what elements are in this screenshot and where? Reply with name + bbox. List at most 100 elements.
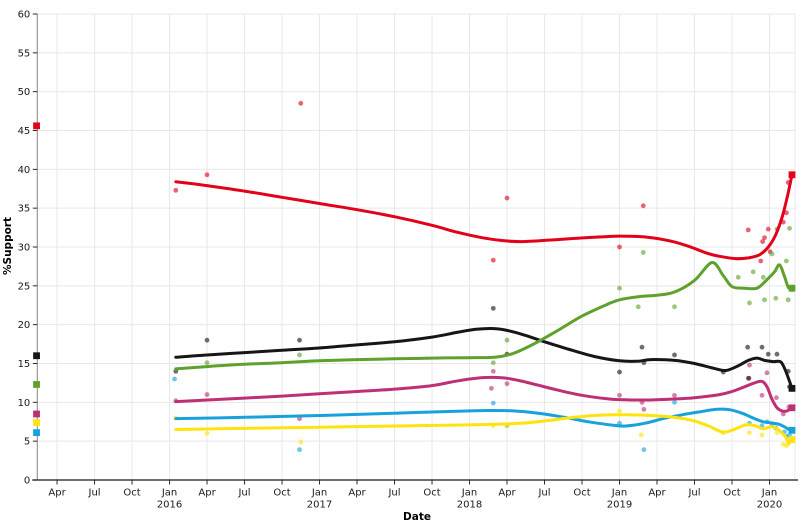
y-tick-label: 30 [18,243,31,254]
x-tick-label: Apr [648,488,666,499]
data-point [672,399,677,405]
series-red-start-marker [33,122,40,130]
data-point [617,392,622,398]
data-point [639,344,645,350]
series-black-end-marker [788,384,796,392]
data-point [764,370,770,376]
x-tick-label: Oct [723,488,740,499]
data-point [759,432,765,438]
y-tick-label: 0 [24,476,30,487]
data-point [747,300,752,306]
x-tick-label: Apr [48,488,66,499]
data-point [765,226,771,232]
data-point [635,304,641,310]
data-point [490,305,496,311]
data-point [760,274,766,280]
y-axis-title: %Support [2,217,14,275]
data-point [735,274,741,280]
x-tick-year-label: 2016 [157,500,182,511]
x-tick-label: Apr [348,488,366,499]
data-point [759,392,765,398]
series-black-trend [174,326,794,390]
x-tick-year-label: 2018 [457,500,482,511]
x-tick-label: Apr [498,488,516,499]
y-tick-label: 20 [18,320,31,331]
data-point [617,369,622,375]
data-point [760,239,766,244]
y-tick-label: 40 [18,165,31,176]
data-point [672,304,677,310]
data-point [617,285,622,291]
data-point [787,432,792,438]
x-tick-label: Jan [311,488,327,499]
data-point [750,269,756,275]
gridlines [37,13,796,480]
series-yellow-start-marker [33,419,40,426]
data-point [773,295,779,301]
x-tick-label: Oct [273,488,290,499]
x-tick-year-label: 2017 [307,500,332,511]
data-point [204,172,210,178]
endpoint-markers [33,122,796,444]
data-point [783,258,789,264]
data-point [640,203,646,209]
data-point [490,360,496,366]
data-point [746,375,752,381]
y-tick-label: 60 [18,10,31,21]
x-tick-label: Oct [423,488,440,499]
data-point [297,337,302,343]
x-tick-label: Jan [761,488,777,499]
x-axis-title: Date [403,511,431,523]
y-tick-label: 55 [18,48,31,59]
data-point [672,352,677,358]
series-black-start-marker [33,352,40,360]
data-point [298,439,304,445]
data-point [787,225,792,231]
x-tick-label: Jul [537,488,550,499]
x-tick-label: Jul [387,488,400,499]
data-point [640,250,646,255]
trend-lines [174,173,794,445]
data-point [204,337,210,343]
data-point [504,195,510,201]
series-yellow-trend [174,413,794,445]
data-point [172,376,177,382]
series-light-blue-start-marker [33,429,40,437]
data-point [204,392,210,397]
series-light-blue-trend [174,407,794,432]
data-point [490,368,496,374]
x-tick-label: Apr [198,488,216,499]
data-point [745,227,751,233]
series-green-points [204,225,795,366]
data-point [747,362,752,368]
data-point [638,432,644,438]
series-red-end-marker [788,171,796,179]
x-tick-label: Jan [161,488,177,499]
data-point [762,235,767,241]
x-tick-label: Jan [461,488,477,499]
series-magenta-end-marker [788,404,796,412]
series-green-start-marker [33,381,40,388]
x-tick-year-label: 2020 [757,500,782,511]
data-point [297,447,302,453]
data-point [762,297,767,303]
data-point [617,244,622,250]
data-point [504,381,510,387]
data-point [641,447,647,453]
series-red-points [173,100,791,264]
y-tick-label: 50 [18,87,31,98]
data-point [204,360,210,366]
x-tick-label: Jul [237,488,250,499]
series-green-trend [174,261,794,371]
y-tick-label: 10 [18,398,31,409]
series-magenta-start-marker [33,410,40,418]
y-tick-label: 5 [24,437,30,448]
data-point [672,392,677,398]
series-light-blue-end-marker [788,426,796,434]
y-tick-label: 35 [18,204,31,215]
x-tick-label: Jan [611,488,627,499]
